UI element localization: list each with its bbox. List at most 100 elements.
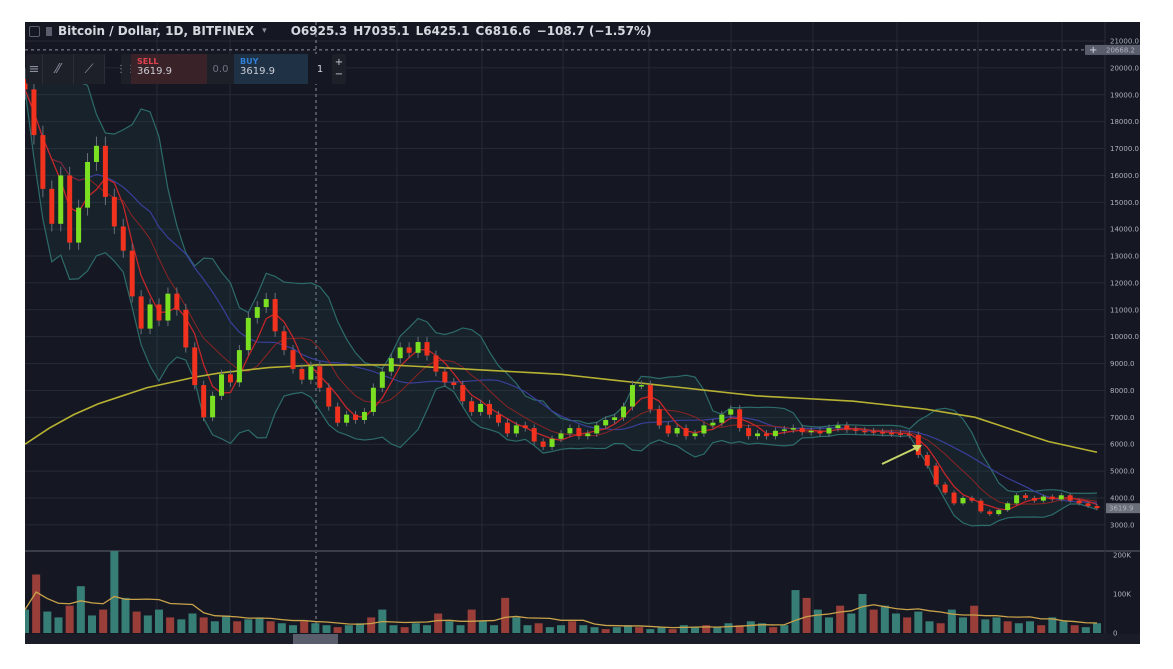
- volume-bar: [132, 611, 141, 633]
- volume-bar: [601, 629, 610, 633]
- price-chart-canvas[interactable]: 21000.020000.019000.018000.017000.016000…: [25, 22, 1140, 644]
- volume-bar: [612, 627, 621, 633]
- candle-body: [31, 89, 37, 136]
- drag-handle-icon[interactable]: ≡: [26, 54, 43, 84]
- trend-line-icon[interactable]: ⟋: [74, 54, 105, 84]
- candle-body: [147, 304, 153, 329]
- candle-body: [978, 500, 984, 512]
- volume-bar: [791, 590, 800, 633]
- volume-bar: [143, 615, 152, 633]
- volume-bar: [456, 625, 465, 633]
- chevron-down-icon[interactable]: ▾: [262, 26, 267, 36]
- volume-bar: [244, 619, 253, 633]
- parallel-lines-icon[interactable]: ⁄⁄: [43, 54, 74, 84]
- candle-body: [656, 409, 662, 426]
- ohlc-values: O6925.3 H7035.1 L6425.1 C6816.6 −108.7 (…: [291, 24, 652, 38]
- volume-bar: [333, 627, 342, 633]
- candle-body: [388, 358, 394, 372]
- volume-bar: [545, 627, 554, 633]
- drag-handle-icon[interactable]: ⋮⋮: [116, 63, 136, 75]
- close-value: C6816.6: [475, 24, 531, 38]
- candle-body: [254, 307, 260, 318]
- volume-bar: [289, 625, 297, 633]
- trading-panel: ⋮⋮ SELL 3619.9 0.0 BUY 3619.9 1 + −: [116, 54, 346, 84]
- candle-body: [1049, 496, 1055, 500]
- collapse-legend-icon[interactable]: [29, 25, 40, 37]
- symbol-title[interactable]: Bitcoin / Dollar, 1D, BITFINEX: [58, 24, 255, 38]
- candle-body: [862, 430, 868, 433]
- candle-body: [174, 293, 180, 310]
- volume-bar: [568, 621, 577, 633]
- volume-bar: [25, 609, 29, 633]
- candle-body: [674, 428, 680, 434]
- candle-body: [138, 296, 144, 329]
- candle-body: [406, 347, 412, 353]
- volume-bar: [1014, 623, 1023, 633]
- candle-body: [129, 250, 135, 297]
- volume-bar: [624, 625, 632, 633]
- volume-bar: [512, 617, 521, 633]
- buy-label: BUY: [240, 57, 259, 66]
- increment-button[interactable]: +: [334, 57, 344, 68]
- volume-bar: [1059, 621, 1068, 633]
- price-axis-label: 14000.0: [1110, 226, 1139, 234]
- buy-button[interactable]: BUY 3619.9: [234, 54, 308, 84]
- candle-body: [361, 411, 367, 421]
- candle-body: [210, 395, 216, 418]
- quantity-field[interactable]: 1: [308, 54, 332, 84]
- candle-body: [201, 385, 207, 418]
- candle-body: [1085, 503, 1091, 507]
- volume-bar: [668, 629, 677, 633]
- add-alert-icon[interactable]: +: [1089, 45, 1097, 56]
- volume-bar: [702, 625, 711, 633]
- candle-body: [353, 414, 359, 421]
- volume-bar: [121, 597, 130, 633]
- candle-body: [335, 406, 341, 423]
- candle-body: [290, 350, 296, 369]
- sell-button[interactable]: SELL 3619.9: [131, 54, 207, 84]
- change-value: −108.7 (−1.57%): [536, 24, 652, 38]
- candle-body: [692, 433, 698, 437]
- price-axis-label: 13000.0: [1110, 253, 1139, 261]
- candle-body: [683, 428, 689, 437]
- volume-bar: [277, 623, 286, 633]
- volume-bar: [1026, 621, 1034, 633]
- volume-bar: [802, 597, 811, 633]
- volume-bar: [713, 627, 722, 633]
- candle-body: [629, 385, 635, 407]
- candle-body: [933, 465, 939, 485]
- volume-bar: [155, 609, 163, 633]
- decrement-button[interactable]: −: [334, 69, 344, 80]
- price-axis-label: 20000.0: [1110, 64, 1139, 72]
- candle-body: [424, 342, 430, 356]
- candle-body: [701, 425, 707, 434]
- last-price-tag: [1106, 503, 1140, 514]
- crosshair-date-label: [293, 634, 338, 644]
- candle-body: [558, 433, 564, 439]
- candle-body: [67, 175, 73, 243]
- candle-body: [817, 430, 823, 434]
- time-axis[interactable]: [25, 634, 1140, 644]
- candle-body: [969, 497, 975, 501]
- candle-body: [781, 429, 787, 431]
- candle-body: [317, 366, 323, 388]
- volume-bar: [746, 621, 755, 633]
- candle-body: [478, 403, 484, 412]
- volume-bar: [847, 613, 856, 633]
- volume-bar: [836, 605, 845, 633]
- candle-style-icon: [46, 26, 52, 36]
- price-axis-label: 16000.0: [1110, 172, 1139, 180]
- candle-body: [826, 428, 832, 434]
- volume-bar: [534, 623, 543, 633]
- volume-bar: [367, 617, 376, 633]
- candle-body: [1040, 496, 1046, 501]
- quantity-stepper[interactable]: + −: [332, 54, 346, 84]
- volume-bar: [356, 623, 364, 633]
- annotation-arrow: [881, 446, 919, 465]
- candle-body: [165, 293, 171, 321]
- candle-body: [1031, 497, 1037, 501]
- chart-frame[interactable]: 21000.0 20000.0 19000.0 18000.0 17000.0 16000…: [25, 22, 1140, 644]
- volume-bar: [657, 627, 666, 633]
- candle-body: [951, 492, 957, 504]
- candle-body: [379, 371, 385, 388]
